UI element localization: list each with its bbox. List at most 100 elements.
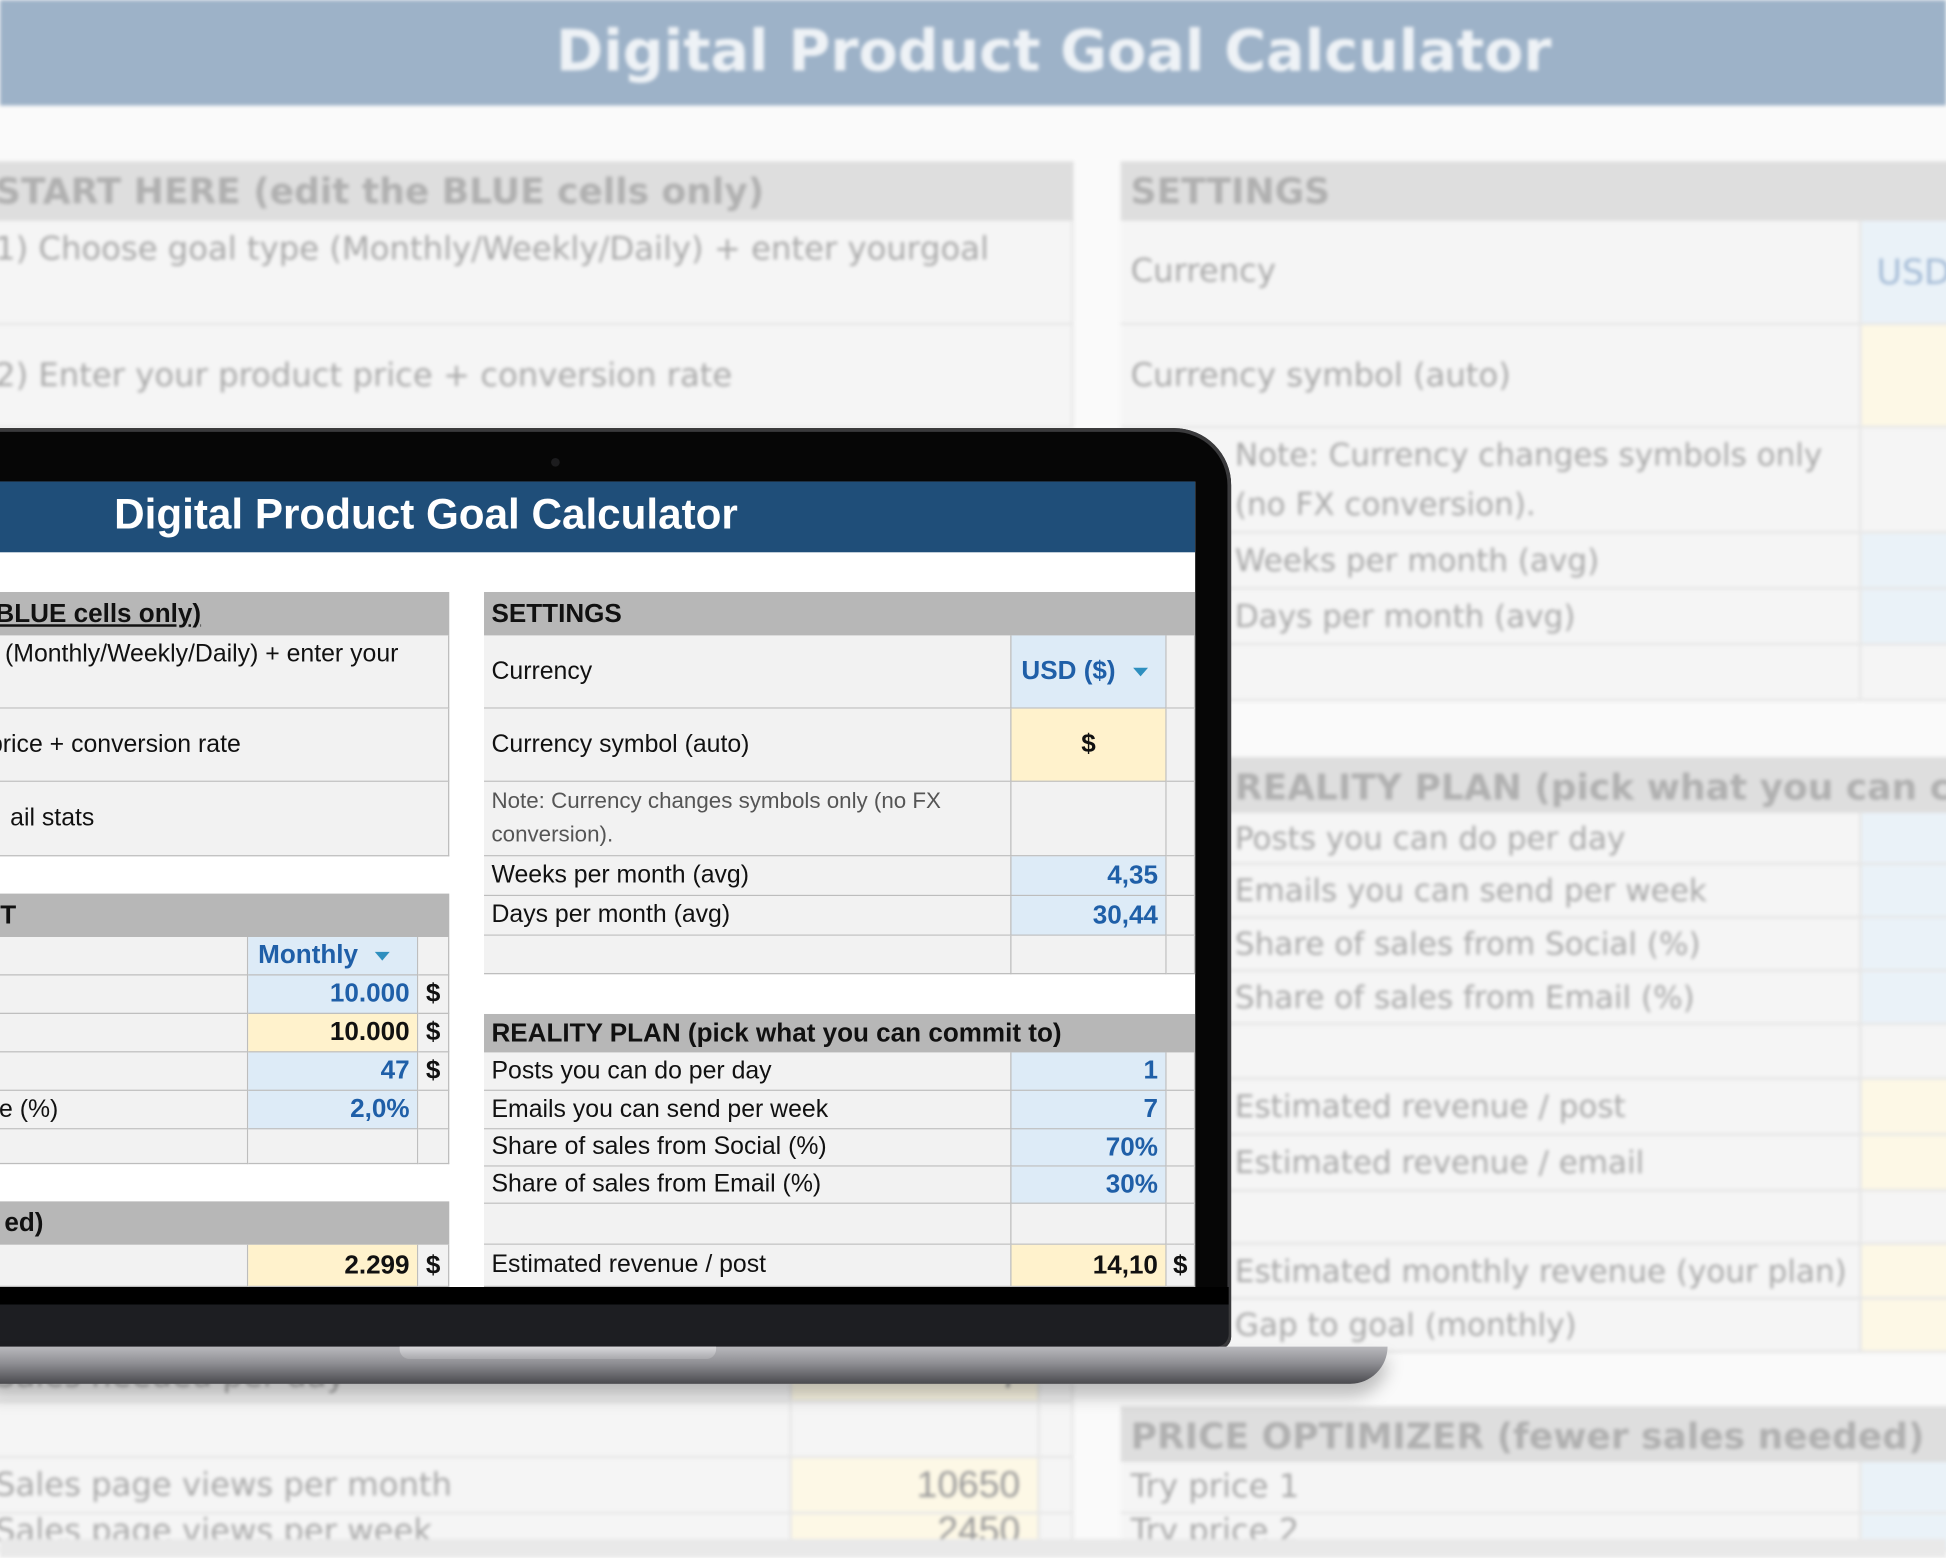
goal-value: 47 [380, 1056, 410, 1085]
settings-value-cell[interactable]: 4,35 [1011, 856, 1167, 897]
bg-step-2: 2) Enter your product price + conversion… [0, 325, 1074, 429]
reality-row-label: Posts you can do per day [484, 1052, 1012, 1091]
bg-price-value [1861, 1462, 1946, 1515]
reality-value-cell[interactable]: 70% [1011, 1129, 1167, 1167]
bg-reality-label-cell [1120, 971, 1862, 1026]
settings-unit [1166, 935, 1196, 975]
bg-reality-value [1861, 812, 1946, 866]
settings-value-cell[interactable]: 30,44 [1011, 896, 1167, 936]
bg-start-header: START HERE (edit the BLUE cells only) [0, 161, 1074, 221]
bg-reality-label-cell [1120, 918, 1862, 972]
bg-reality-label: Share of sales from Social (%) [1120, 918, 1862, 972]
bg-settings-header: SETTINGS [1120, 161, 1946, 221]
bg-step-1: 1) Choose goal type (Monthly/Weekly/Dail… [0, 220, 1074, 326]
bg-settings-label: Currency symbol (auto) [1120, 325, 1862, 429]
start-step-1-line1: 1) Choose goal type (Monthly/Weekly/Dail… [0, 640, 399, 668]
bg-settings-value: USD [1861, 220, 1946, 326]
start-step-3: ail stats [0, 781, 450, 857]
bg-reality-value [1861, 1244, 1946, 1300]
reality-label-text: Share of sales from Social (%) [491, 1133, 827, 1161]
bg-reality-value [1861, 1299, 1946, 1353]
bg-reality-value [1861, 971, 1946, 1026]
settings-dropdown[interactable]: USD ($) [1011, 635, 1167, 709]
goal-header-text: T [0, 900, 17, 929]
bg-settings-value [1861, 589, 1946, 646]
settings-value-cell: $ [1011, 708, 1167, 782]
goal-value-cell[interactable]: 10.000 [248, 975, 419, 1014]
reality-label-text: Estimated revenue / post [491, 1251, 767, 1279]
bg-settings-value [1861, 645, 1946, 702]
goal-row-label [0, 1129, 249, 1165]
bg-reality-value [1861, 1135, 1946, 1192]
settings-value: 30,44 [1092, 900, 1158, 929]
bg-reality-label: Estimated revenue / email [1120, 1135, 1862, 1192]
goal-unit: $ [418, 1052, 450, 1091]
settings-unit [1166, 708, 1196, 782]
reality-value-cell[interactable]: 7 [1011, 1090, 1167, 1130]
caret-down-icon [1132, 667, 1148, 676]
bg-settings-label: Weeks per month (avg) [1120, 533, 1862, 590]
bg-settings-value [1861, 428, 1946, 534]
bg-reality-label: Share of sales from Email (%) [1120, 971, 1862, 1026]
goal-value-cell[interactable]: 47 [248, 1052, 419, 1091]
bg-reality-label: Emails you can send per week [1120, 865, 1862, 919]
goal-value-cell [248, 1129, 419, 1165]
sales-value: 2.299 [344, 1250, 410, 1279]
goal-value-cell: 10.000 [248, 1013, 419, 1053]
reality-label-text: Posts you can do per day [491, 1056, 772, 1085]
reality-value: 7 [1143, 1094, 1158, 1124]
bg-reality-label: Estimated monthly revenue (your plan) [1120, 1244, 1862, 1300]
settings-value-cell [1011, 935, 1167, 975]
bg-step-1-text-2: goal [920, 230, 990, 269]
reality-value-cell: 14,10 [1011, 1244, 1167, 1288]
bg-settings-label: Days per month (avg) [1120, 589, 1862, 646]
settings-value-cell [1011, 781, 1167, 857]
background-title-banner: Digital Product Goal Calculator [0, 0, 1946, 106]
reality-unit [1166, 1166, 1196, 1204]
bg-reality-label: Estimated revenue / post [1120, 1079, 1862, 1136]
settings-unit [1166, 781, 1196, 857]
sales-header: ed) [0, 1201, 450, 1245]
settings-value: $ [1081, 729, 1096, 759]
settings-label-text: Currency [491, 657, 593, 685]
settings-value: 4,35 [1107, 860, 1158, 890]
bg-lower-value: 10650 [791, 1458, 1041, 1515]
goal-header: T [0, 893, 450, 938]
reality-row-label: Share of sales from Email (%) [484, 1166, 1012, 1204]
reality-header: REALITY PLAN (pick what you can commit t… [484, 1013, 1196, 1053]
bg-reality-value [1861, 1025, 1946, 1080]
goal-unit [418, 1129, 450, 1165]
settings-label-text: Weeks per month (avg) [491, 861, 750, 889]
reality-value: 30% [1105, 1169, 1158, 1199]
sales-value-cell: 2.299 [248, 1244, 419, 1288]
currency-note: Note: Currency changes symbols only (no … [484, 781, 1012, 857]
reality-value: 70% [1105, 1132, 1158, 1162]
goal-value: Monthly [258, 940, 359, 970]
bg-step-1-text: 1) Choose goal type (Monthly/Weekly/Dail… [0, 230, 921, 269]
reality-unit [1166, 1203, 1196, 1245]
bg-reality-label: Posts you can do per day [1120, 812, 1862, 866]
start-step-1: 1) Choose goal type (Monthly/Weekly/Dail… [0, 635, 450, 709]
goal-unit [418, 937, 450, 976]
reality-value: 14,10 [1092, 1250, 1158, 1279]
goal-dropdown[interactable]: Monthly [248, 937, 419, 976]
bg-price-label: Try price 1 [1120, 1462, 1862, 1515]
settings-row-label: Days per month (avg) [484, 896, 1012, 936]
caret-down-icon [375, 951, 391, 960]
bg-settings-label: Currency [1120, 220, 1862, 326]
settings-unit [1166, 635, 1196, 709]
bg-settings-value [1861, 325, 1946, 429]
goal-unit: $ [418, 975, 450, 1014]
goal-value-cell[interactable]: 2,0% [248, 1090, 419, 1130]
start-header: START HERE (edit the BLUE cells only) [0, 592, 450, 636]
goal-row-label [0, 937, 249, 976]
sales-header-text: ed) [4, 1208, 44, 1237]
bg-lower-value [791, 1402, 1041, 1459]
settings-unit [1166, 856, 1196, 897]
bg-reality-label [1120, 1025, 1862, 1080]
reality-value-cell[interactable]: 1 [1011, 1052, 1167, 1091]
goal-row-label [0, 1013, 249, 1053]
reality-value-cell[interactable]: 30% [1011, 1166, 1167, 1204]
bg-reality-label [1120, 1191, 1862, 1245]
